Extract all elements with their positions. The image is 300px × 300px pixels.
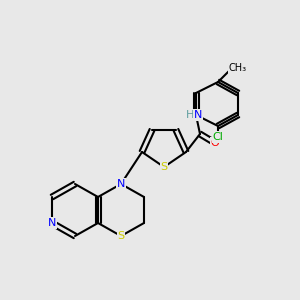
Text: O: O (211, 138, 219, 148)
Text: CH₃: CH₃ (229, 63, 247, 73)
Text: Cl: Cl (213, 132, 224, 142)
Text: N: N (48, 218, 56, 228)
Text: S: S (160, 162, 168, 172)
Text: H: H (186, 110, 194, 120)
Text: S: S (117, 231, 124, 241)
Text: N: N (117, 179, 125, 189)
Text: N: N (194, 110, 202, 120)
